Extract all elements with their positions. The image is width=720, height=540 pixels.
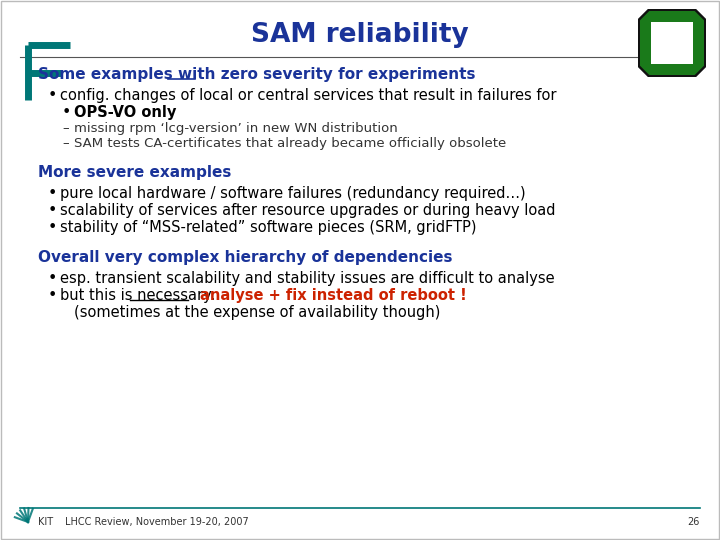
Text: missing rpm ‘lcg-version’ in new WN distribution: missing rpm ‘lcg-version’ in new WN dist… [74,122,397,135]
Text: OPS-VO only: OPS-VO only [74,105,176,120]
Text: •: • [48,186,57,201]
Polygon shape [640,11,704,75]
Text: •: • [61,105,71,120]
Text: More severe examples: More severe examples [38,165,231,180]
Text: pure local hardware / software failures (redundancy required…): pure local hardware / software failures … [60,186,526,201]
Text: SAM reliability: SAM reliability [251,22,469,48]
Text: but this is necessary:: but this is necessary: [60,288,225,303]
Text: config. changes of local or central services that result in failures for: config. changes of local or central serv… [60,88,557,103]
Text: •: • [48,271,57,286]
Text: Some examples with zero severity for experiments: Some examples with zero severity for exp… [38,67,475,82]
Text: •: • [48,220,57,235]
Polygon shape [651,22,693,64]
Text: •: • [48,288,57,303]
Text: Overall very complex hierarchy of dependencies: Overall very complex hierarchy of depend… [38,250,452,265]
Text: KIT: KIT [38,517,53,527]
Text: scalability of services after resource upgrades or during heavy load: scalability of services after resource u… [60,203,556,218]
Text: esp. transient scalability and stability issues are difficult to analyse: esp. transient scalability and stability… [60,271,554,286]
Text: –: – [63,137,69,150]
Text: •: • [48,203,57,218]
Polygon shape [638,9,706,77]
Text: –: – [63,122,69,135]
Text: •: • [48,88,57,103]
Text: stability of “MSS-related” software pieces (SRM, gridFTP): stability of “MSS-related” software piec… [60,220,477,235]
Text: LHCC Review, November 19-20, 2007: LHCC Review, November 19-20, 2007 [65,517,248,527]
Text: SAM tests CA-certificates that already became officially obsolete: SAM tests CA-certificates that already b… [74,137,506,150]
Text: 26: 26 [688,517,700,527]
Text: (sometimes at the expense of availability though): (sometimes at the expense of availabilit… [74,305,441,320]
Text: analyse + fix instead of reboot !: analyse + fix instead of reboot ! [200,288,467,303]
